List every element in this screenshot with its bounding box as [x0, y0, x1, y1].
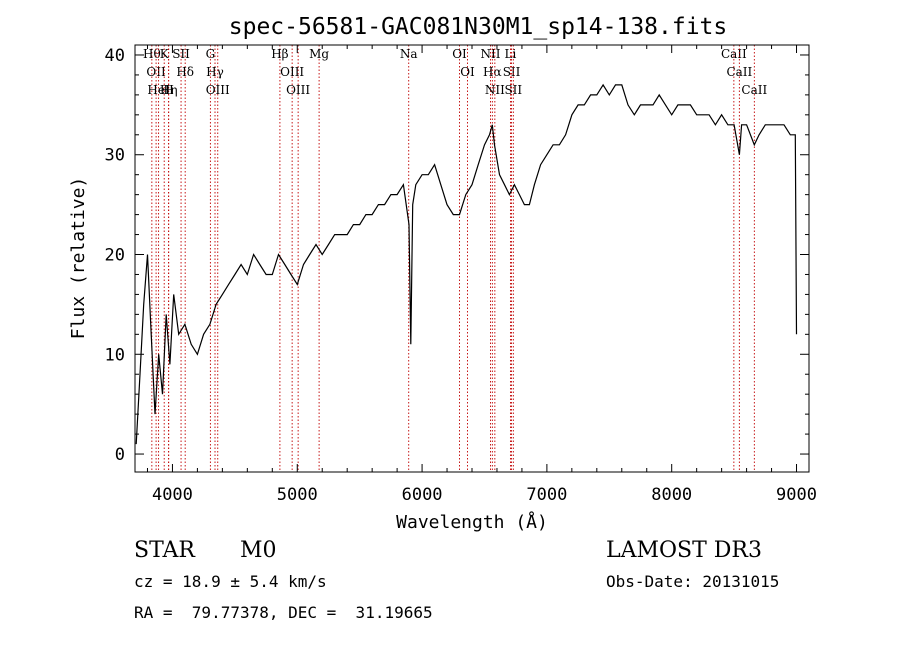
- plot-frame: [134, 44, 810, 473]
- line-marker-label: OI: [452, 47, 467, 61]
- x-tick-label: 4000: [152, 485, 193, 505]
- line-marker-label: OIII: [206, 83, 230, 97]
- line-marker-label: CaII: [721, 47, 747, 61]
- line-marker-label: NII: [480, 47, 500, 61]
- line-marker-label: OIII: [280, 65, 304, 79]
- y-axis-label: Flux (relative): [68, 177, 89, 340]
- emission-line-markers: Hθ OII HeI K HHη SII Hδ G Hγ OIII Hβ OIII OIII Mg Na OI…: [143, 45, 767, 472]
- spectrum-series-line: [135, 83, 798, 445]
- line-marker-label: Li: [505, 47, 517, 61]
- y-tick-label: 20: [105, 246, 125, 266]
- line-marker-label: Hβ: [271, 47, 288, 61]
- line-marker-label: G: [206, 47, 216, 61]
- line-marker-label: Hδ: [176, 65, 194, 79]
- object-subclass: M0: [240, 538, 277, 563]
- line-marker-label: CaII: [741, 83, 767, 97]
- x-tick-label: 9000: [776, 485, 817, 505]
- y-tick-label: 30: [105, 146, 125, 166]
- line-marker-label: SII: [504, 83, 522, 97]
- line-marker-label: Hθ: [143, 47, 161, 61]
- line-marker-label: SII: [172, 47, 190, 61]
- line-marker-label: OI: [460, 65, 475, 79]
- redshift-cz: cz = 18.9 ± 5.4 km/s: [134, 572, 327, 591]
- line-marker-label: HeI: [147, 83, 170, 97]
- x-axis-label: Wavelength (Å): [396, 511, 548, 533]
- line-marker-label: Hη: [160, 83, 178, 97]
- axis-ticks: 4000 5000 6000 7000 8000 9000 0 10 20 30 40: [105, 45, 817, 505]
- ra-dec-coordinates: RA = 79.77378, DEC = 31.19665: [134, 603, 433, 622]
- x-tick-label: 8000: [651, 485, 692, 505]
- line-marker-label: Na: [400, 47, 418, 61]
- observation-date: Obs-Date: 20131015: [606, 572, 780, 591]
- x-tick-label: 6000: [402, 485, 443, 505]
- y-tick-label: 10: [105, 345, 125, 365]
- line-marker-label: OIII: [286, 83, 310, 97]
- line-marker-label: CaII: [726, 65, 752, 79]
- x-tick-label: 5000: [277, 485, 318, 505]
- chart-title: spec-56581-GAC081N30M1_sp14-138.fits: [229, 14, 728, 40]
- line-marker-label: OII: [146, 65, 166, 79]
- line-marker-label: Mg: [309, 47, 329, 61]
- line-marker-label: NII: [485, 83, 505, 97]
- line-marker-label: Hγ: [206, 65, 224, 79]
- line-marker-label: K: [160, 47, 170, 61]
- object-class: STAR: [134, 538, 195, 563]
- survey-name: LAMOST DR3: [606, 538, 762, 563]
- line-marker-label: Hα: [483, 65, 502, 79]
- y-tick-label: 40: [105, 46, 125, 66]
- line-marker-label: H: [163, 83, 173, 97]
- y-tick-label: 0: [115, 445, 125, 465]
- line-marker-label: SII: [503, 65, 521, 79]
- x-tick-label: 7000: [526, 485, 567, 505]
